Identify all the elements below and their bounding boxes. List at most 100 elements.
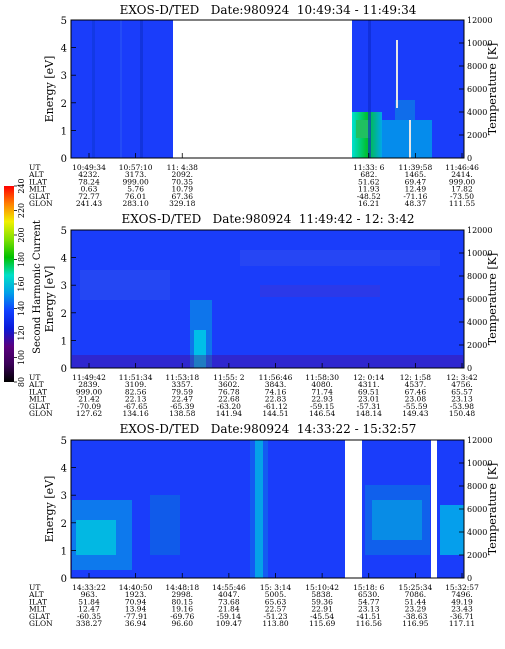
row-label: GLAT [29,402,50,411]
table-cell: 17.82 [451,185,473,194]
table-cell: 69.51 [358,387,379,396]
row-label: MLT [29,395,46,404]
table-cell: 23.43 [451,605,473,614]
colorbar-ticks: 80 100 120 140 160 180 200 220 240 [14,178,26,387]
colorbar-tick-label: 160 [17,276,26,291]
table-cell: 22.91 [311,605,332,614]
row-label: ILAT [29,177,47,186]
y-tick-label-left: 4 [61,464,67,475]
table-cell: 2998. [172,590,193,599]
table-cell: 138.58 [169,409,195,418]
table-cell: 72.77 [78,192,100,201]
colorbar-scale [4,186,14,382]
table-cell: 283.10 [123,199,149,208]
colorbar-tick-label: 100 [17,350,26,365]
table-cell: 14:40:50 [119,583,153,592]
y-tick-label-right: 10000 [467,39,492,48]
colorbar-tick-label: 240 [17,178,26,193]
panel-2: EXOS-D/TED Date:980924 11:49:42 - 12: 3:… [28,212,499,418]
table-cell: 82.56 [125,387,147,396]
table-cell: 146.54 [309,409,335,418]
data-streak [368,20,371,158]
y-tick-label-right: 12000 [467,16,492,25]
table-cell: 23.13 [358,605,380,614]
y-tick-label-right: 6000 [467,295,487,304]
table-cell: 1923. [125,590,146,599]
table-cell: 76.01 [125,192,146,201]
table-cell: 67.46 [405,387,427,396]
row-label: GLAT [29,612,50,621]
table-cell: 96.60 [172,619,194,628]
table-cell: -41.51 [357,612,381,621]
table-cell: -71.16 [403,192,427,201]
data-streak [92,20,95,158]
table-cell: 51.44 [405,597,427,606]
row-label: UT [29,583,40,592]
data-band [260,285,380,297]
y-tick-label-right: 2000 [467,551,487,560]
table-cell: 21.42 [78,395,100,404]
table-cell: 5.76 [127,185,144,194]
row-label: MLT [29,185,46,194]
table-cell: 11:33: 6 [353,163,385,172]
data-band [76,520,116,555]
row-label: ALT [28,170,44,179]
table-cell: 80.15 [172,597,194,606]
table-cell: 15:32:57 [445,583,479,592]
table-cell: 70.94 [125,597,147,606]
table-cell: 109.47 [216,619,242,628]
panel-1: EXOS-D/TED Date:980924 10:49:34 - 11:49:… [28,3,499,208]
data-band [240,250,440,266]
table-cell: 22.57 [265,605,287,614]
panel-title: EXOS-D/TED Date:980924 14:33:22 - 15:32:… [120,422,417,436]
table-cell: 2839. [78,380,99,389]
y-tick-label-left: 5 [61,226,67,237]
table-cell: -77.91 [124,612,148,621]
y-tick-label-left: 4 [61,254,67,265]
y-tick-label-left: 0 [61,154,67,165]
table-cell: 2414. [451,170,472,179]
row-label: ILAT [29,387,47,396]
data-band [255,440,263,578]
table-cell: -51.23 [263,612,287,621]
y-axis-label-right: Temperature [K] [486,253,499,345]
row-label: GLON [29,199,53,208]
table-cell: 69.47 [405,177,427,186]
table-cell: -67.65 [124,402,148,411]
row-label: UT [29,373,40,382]
table-cell: -70.09 [77,402,101,411]
y-tick-label-left: 2 [61,309,67,320]
table-cell: 116.95 [402,619,428,628]
spectrogram [71,20,464,158]
table-cell: 11:53:18 [165,373,199,382]
table-cell: 14:33:22 [72,583,106,592]
y-tick-label-right: 4000 [467,528,487,537]
table-cell: 12: 1:58 [400,373,432,382]
data-band [395,100,415,120]
y-tick-label-right: 8000 [467,272,487,281]
table-cell: 111.55 [449,199,475,208]
table-cell: 4311. [358,380,379,389]
table-cell: 11:39:58 [399,163,433,172]
colorbar-label: Second Harmonic Current [32,220,43,354]
y-tick-label-right: 12000 [467,226,492,235]
orbit-table: UT 14:33:22 14:40:50 14:48:18 14:55:46 15: 3:… [28,583,479,628]
table-cell: 11.93 [358,185,380,194]
table-cell: 144.51 [262,409,288,418]
table-cell: 4756. [451,380,472,389]
y-tick-label-right: 8000 [467,62,487,71]
panel-3: EXOS-D/TED Date:980924 14:33:22 - 15:32:… [28,422,499,628]
axes: 0 1 2 3 4 5 0 2000 4000 6000 8000 10000 12000 [61,226,493,375]
table-cell: 48.37 [405,199,427,208]
y-tick-label-left: 5 [61,436,67,447]
table-cell: 4537. [405,380,426,389]
colorbar-tick-label: 80 [17,377,26,387]
table-cell: 51.84 [78,597,100,606]
y-tick-label-left: 0 [61,364,67,375]
table-cell: 0.63 [81,185,98,194]
y-tick-label-right: 0 [467,574,472,583]
table-cell: 15:18: 6 [353,583,385,592]
table-cell: 59.36 [311,597,333,606]
table-cell: 338.27 [76,619,102,628]
